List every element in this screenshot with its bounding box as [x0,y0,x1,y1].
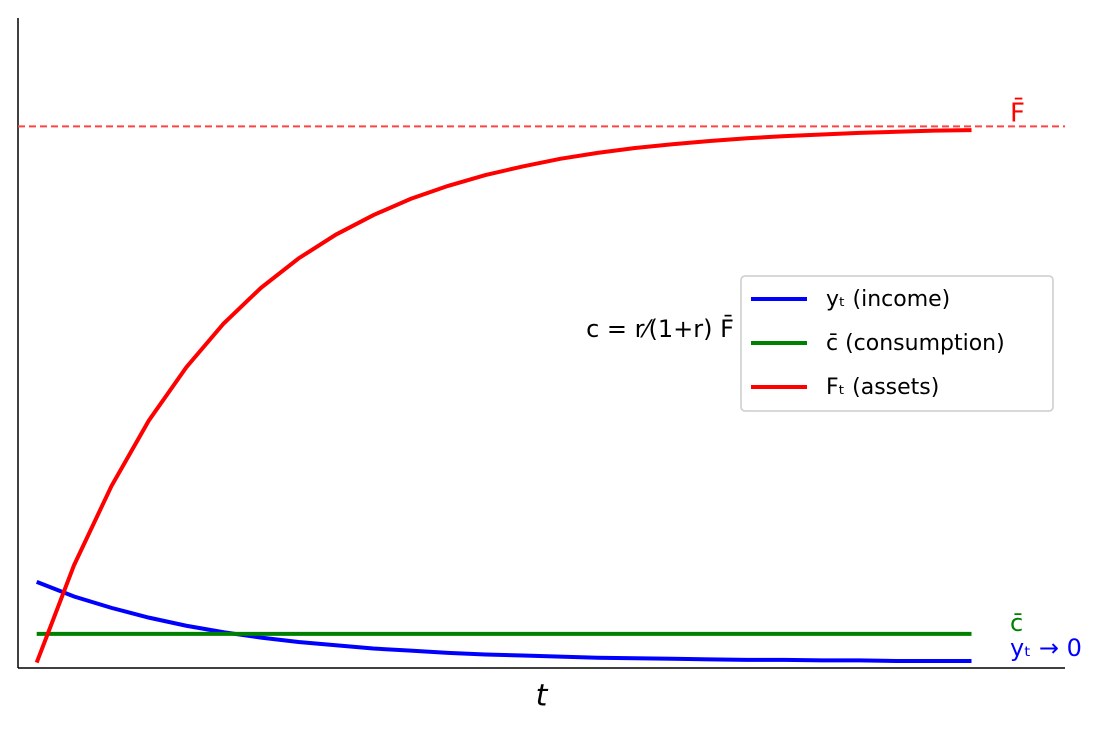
annotation: c̄ [1010,609,1023,637]
legend-label: yₜ (income) [826,287,950,312]
line-series [35,580,972,663]
annotation: yₜ → 0 [1010,634,1082,662]
annotation: F̄ [1010,97,1025,129]
annotation: c = r⁄(1+r) F̄ [586,314,734,343]
legend-label: c̄ (consumption) [826,331,1005,356]
line-series [34,128,972,664]
legend-label: Fₜ (assets) [826,375,939,400]
x-axis-label: t [536,679,549,714]
legend-box [740,275,1054,412]
